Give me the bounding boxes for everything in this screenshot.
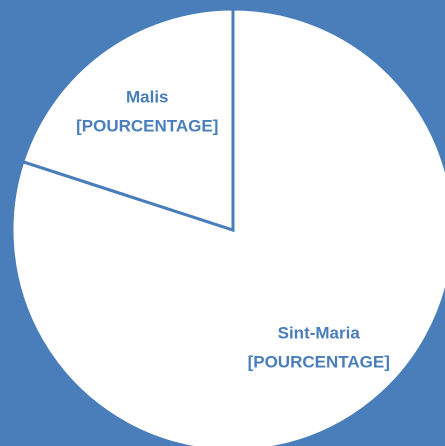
slice-value-label: [POURCENTAGE]	[76, 116, 218, 135]
pie-slice	[20, 7, 235, 233]
slice-label: Malis	[126, 87, 169, 106]
slice-value-label: [POURCENTAGE]	[248, 352, 390, 371]
slice-label: Sint-Maria	[278, 323, 361, 342]
pie-slice	[10, 7, 445, 446]
